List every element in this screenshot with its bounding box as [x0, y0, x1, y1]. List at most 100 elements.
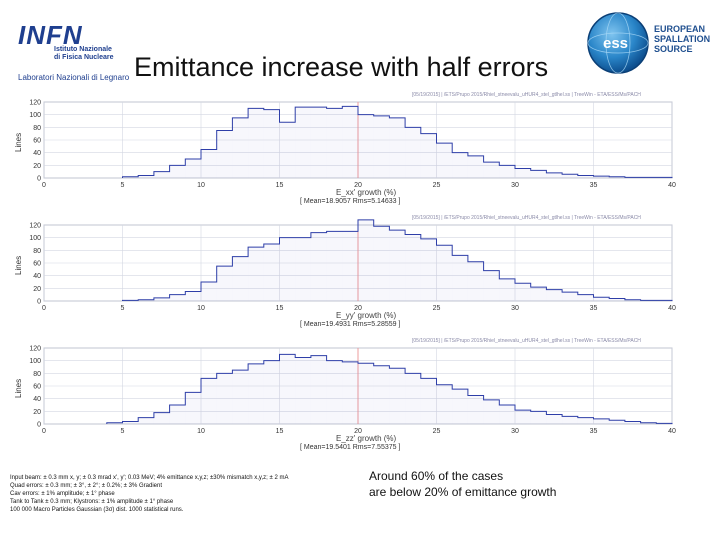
y-tick-label: 60	[33, 138, 41, 145]
histogram-bin	[562, 174, 578, 178]
note-line: 100 000 Macro Particles Gaussian (3σ) di…	[10, 507, 184, 513]
histogram-bin	[326, 108, 343, 178]
y-tick-label: 120	[29, 100, 41, 107]
histogram-bin	[263, 244, 280, 301]
histogram-svg: 0 5 10 15 20 25 30 35 40 0 20 40 60 80 100 120	[29, 346, 676, 436]
histogram-bin	[232, 370, 249, 424]
x-tick-label: 40	[668, 428, 676, 435]
histogram-bin	[169, 405, 186, 424]
histogram-bin	[530, 287, 547, 301]
histogram-bin	[515, 410, 531, 424]
ess-line2: SPALLATION	[654, 34, 711, 44]
histogram-bin	[546, 289, 563, 301]
histogram-bin	[624, 421, 641, 424]
histogram-bin	[248, 247, 264, 301]
ess-logo: ess EUROPEAN SPALLATION SOURCE	[582, 8, 720, 78]
x-tick-label: 40	[668, 305, 676, 312]
x-tick-label: 25	[433, 305, 441, 312]
note-line: Cav errors: ± 1% amplitude; ± 1° phase	[10, 491, 115, 497]
histogram-bin	[530, 170, 547, 178]
histogram-bin	[263, 360, 280, 424]
histogram-bin	[169, 165, 186, 178]
infn-logo: INFN Istituto Nazionale di Fisica Nuclea…	[18, 18, 129, 82]
histogram-bin	[452, 255, 468, 301]
histogram-bin	[106, 422, 123, 424]
x-axis-label: E_zz' growth (%)	[336, 434, 397, 443]
slide-title: Emittance increase with half errors	[134, 52, 549, 82]
y-tick-label: 100	[29, 112, 41, 119]
histogram-bin	[153, 171, 170, 178]
histogram-bin	[185, 392, 201, 424]
x-tick-label: 25	[433, 428, 441, 435]
histogram-bin	[577, 417, 594, 424]
x-tick-label: 35	[590, 182, 598, 189]
histogram-bin	[326, 360, 343, 424]
conclusion-remark: Around 60% of the cases are below 20% of…	[369, 468, 689, 500]
histogram-bin	[436, 143, 453, 178]
histogram-bin	[138, 299, 154, 301]
plot-header: [05/19/2015] | /ETS/Prupo 2015/Rhiel_stn…	[412, 338, 641, 344]
y-axis-label: Lines	[14, 132, 23, 152]
histogram-bin	[169, 294, 186, 301]
histogram-bin	[624, 177, 641, 178]
histogram-bin	[452, 152, 468, 178]
histogram-bin	[515, 168, 531, 178]
x-tick-label: 25	[433, 182, 441, 189]
histogram-bin	[248, 108, 264, 178]
infn-logo-word: INFN	[18, 20, 83, 50]
histogram-bin	[405, 127, 421, 178]
x-tick-label: 0	[42, 428, 46, 435]
histogram-svg: 0 5 10 15 20 25 30 35 40 0 20 40 60 80 100 120	[29, 219, 676, 312]
histogram-bin	[310, 232, 327, 301]
x-tick-label: 15	[276, 428, 284, 435]
y-tick-label: 100	[29, 358, 41, 365]
histogram-bin	[373, 365, 390, 424]
histogram-bin	[656, 423, 672, 424]
x-tick-label: 5	[121, 182, 125, 189]
histogram-bin	[122, 300, 139, 301]
histogram-bin	[436, 245, 453, 301]
histogram-bin	[420, 378, 437, 424]
histogram-bin	[373, 226, 390, 301]
histogram-yy: 0 5 10 15 20 25 30 35 40 0 20 40 60 80 100 120 [05/19/20…	[6, 215, 682, 337]
histogram-bin	[201, 378, 217, 424]
histogram-bin	[499, 278, 515, 301]
histogram-bin	[358, 363, 374, 424]
x-tick-label: 30	[511, 182, 519, 189]
histogram-bin	[216, 373, 233, 424]
x-tick-label: 40	[668, 182, 676, 189]
histogram-bin	[624, 299, 641, 301]
y-tick-label: 40	[33, 396, 41, 403]
histogram-bin	[342, 231, 358, 301]
y-tick-label: 80	[33, 125, 41, 132]
histogram-xx: 0 5 10 15 20 25 30 35 40 0 20 40 60 80 100 120 [05/19/20…	[6, 92, 682, 214]
histogram-bin	[499, 405, 515, 424]
y-tick-label: 0	[37, 299, 41, 306]
histogram-bin	[609, 176, 625, 178]
histogram-bin	[185, 291, 201, 301]
histogram-bin	[483, 399, 500, 424]
x-tick-label: 20	[354, 182, 362, 189]
x-axis-label: E_xx' growth (%)	[336, 188, 397, 197]
histogram-bin	[593, 418, 610, 424]
input-parameters-note: Input beam: ± 0.3 mm x, y; ± 0.3 mrad x'…	[10, 474, 370, 514]
histogram-bin	[467, 261, 484, 301]
histogram-bin	[295, 107, 311, 178]
y-tick-label: 60	[33, 261, 41, 268]
histogram-bin	[546, 172, 563, 178]
histogram-bin	[295, 237, 311, 301]
y-axis-label: Lines	[14, 255, 23, 275]
x-tick-label: 5	[121, 305, 125, 312]
x-tick-label: 15	[276, 305, 284, 312]
remark-line: Around 60% of the cases	[369, 469, 504, 483]
y-tick-label: 80	[33, 248, 41, 255]
histogram-bin	[295, 357, 311, 424]
ess-logo-text: EUROPEAN SPALLATION SOURCE	[654, 24, 710, 54]
ess-globe-icon: ess	[587, 12, 649, 74]
histogram-bin	[640, 300, 657, 301]
y-tick-label: 0	[37, 422, 41, 429]
histogram-bin	[656, 177, 672, 178]
histogram-bin	[201, 282, 217, 301]
x-tick-label: 0	[42, 182, 46, 189]
